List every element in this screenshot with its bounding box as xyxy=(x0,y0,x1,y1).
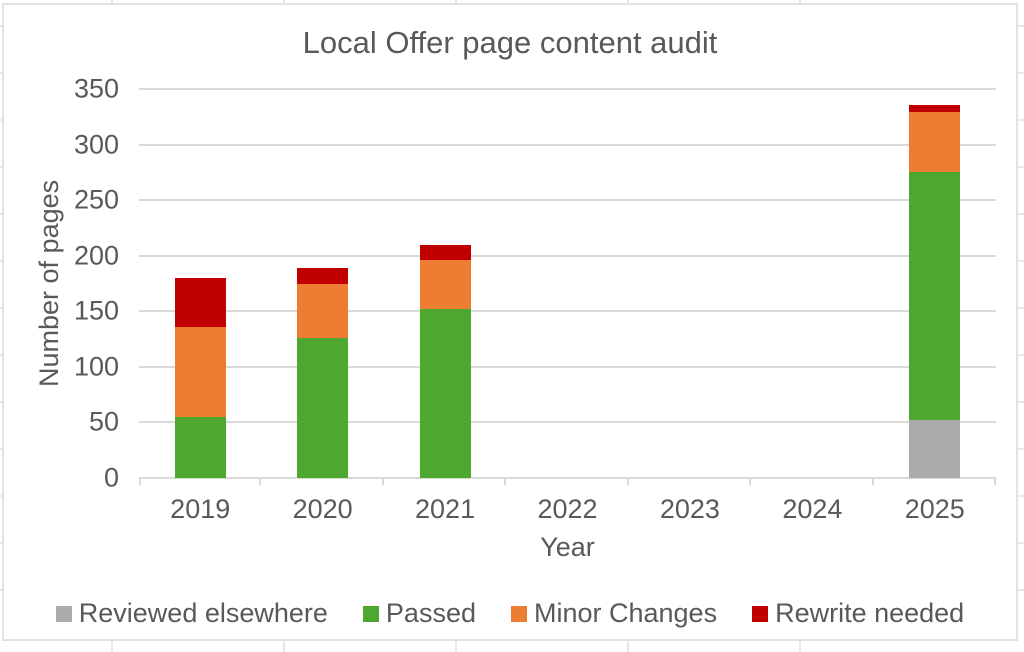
x-axis-tick xyxy=(381,478,384,485)
x-axis-tick xyxy=(259,478,262,485)
y-tick-label-50: 50 xyxy=(88,406,119,437)
x-tick-label-2022: 2022 xyxy=(537,494,598,524)
x-tick-label-2021: 2021 xyxy=(415,494,476,524)
x-tick-label-2020: 2020 xyxy=(292,494,353,524)
bar-segment-2021-passed xyxy=(419,309,471,478)
x-axis-tick xyxy=(504,478,507,485)
gridline-50 xyxy=(139,421,996,424)
legend-item-minor-changes: Minor Changes xyxy=(510,598,718,629)
x-axis-tick xyxy=(871,478,874,485)
y-tick-label-100: 100 xyxy=(73,351,119,382)
x-axis-tick xyxy=(749,478,752,485)
plot-area xyxy=(139,88,996,485)
x-axis-title: Year xyxy=(540,532,595,562)
legend-swatch xyxy=(55,605,72,622)
chart-title: Local Offer page content audit xyxy=(302,25,718,60)
y-tick-label-150: 150 xyxy=(73,295,119,326)
bar-segment-2019-minor-changes xyxy=(174,326,226,417)
y-tick-label-250: 250 xyxy=(73,184,119,215)
y-tick-label-0: 0 xyxy=(103,462,119,493)
legend-swatch xyxy=(362,605,379,622)
chart-container[interactable]: Local Offer page content audit Number of… xyxy=(2,3,1018,641)
x-tick-label-2024: 2024 xyxy=(782,494,843,524)
y-tick-label-200: 200 xyxy=(73,240,119,271)
x-axis-tick xyxy=(626,478,629,485)
bar-segment-2021-rewrite-needed xyxy=(419,244,471,261)
legend-item-passed: Passed xyxy=(362,598,476,629)
bar-segment-2025-passed xyxy=(909,172,961,421)
legend-label: Passed xyxy=(385,598,476,628)
gridline-250 xyxy=(139,199,996,202)
y-axis-tick-labels: 0 50 100 150 200 250 300 350 xyxy=(4,75,119,491)
bar-segment-2021-minor-changes xyxy=(419,260,471,310)
bar-segment-2020-passed xyxy=(297,337,349,478)
bar-segment-2020-rewrite-needed xyxy=(297,267,349,284)
legend-label: Rewrite needed xyxy=(775,598,965,628)
bar-segment-2020-minor-changes xyxy=(297,283,349,338)
x-axis-tick xyxy=(139,478,141,485)
x-axis-tick xyxy=(994,478,996,485)
legend-item-rewrite-needed: Rewrite needed xyxy=(752,598,964,629)
x-axis-tick-labels: 2019 2020 2021 2022 2023 2024 2025 xyxy=(139,494,996,528)
legend: Reviewed elsewhere Passed Minor Changes Rew… xyxy=(4,598,1016,629)
legend-label: Reviewed elsewhere xyxy=(78,598,328,628)
y-tick-label-350: 350 xyxy=(73,73,119,104)
bar-segment-2025-reviewed-elsewhere xyxy=(909,420,961,478)
gridline-300 xyxy=(139,143,996,146)
x-tick-label-2023: 2023 xyxy=(659,494,720,524)
bar-segment-2025-minor-changes xyxy=(909,112,961,173)
legend-label: Minor Changes xyxy=(533,598,718,628)
x-tick-label-2025: 2025 xyxy=(904,494,965,524)
gridline-350 xyxy=(139,88,996,90)
gridline-0 xyxy=(139,477,996,479)
bar-segment-2019-passed xyxy=(174,416,226,478)
gridline-100 xyxy=(139,365,996,368)
bar-segment-2019-rewrite-needed xyxy=(174,277,226,327)
gridline-150 xyxy=(139,310,996,313)
bar-segment-2025-rewrite-needed xyxy=(909,104,961,113)
x-tick-label-2019: 2019 xyxy=(170,494,231,524)
legend-item-reviewed-elsewhere: Reviewed elsewhere xyxy=(55,598,328,629)
legend-swatch xyxy=(510,605,527,622)
legend-swatch xyxy=(752,605,769,622)
gridline-200 xyxy=(139,254,996,257)
y-tick-label-300: 300 xyxy=(73,129,119,160)
